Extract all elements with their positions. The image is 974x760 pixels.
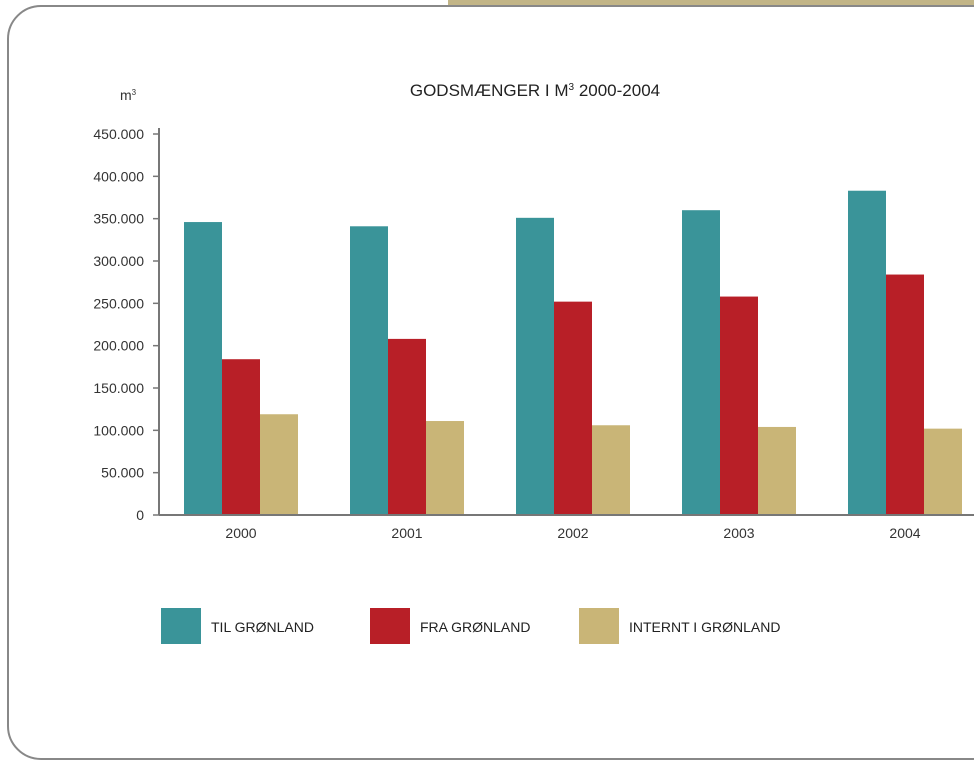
bar-2004-series-1 [848, 190, 886, 515]
x-tick-label: 2000 [225, 525, 256, 541]
bar-2001-series-3 [426, 421, 464, 515]
bar-2003-series-2 [720, 296, 758, 515]
plot-area: 0 50.000 100.000 150.000 200.000 250.000 300.0… [93, 126, 974, 541]
bar-2001-series-1 [350, 226, 388, 515]
y-tick-label: 400.000 [93, 168, 144, 184]
y-tick-label: 350.000 [93, 211, 144, 227]
legend-label: TIL GRØNLAND [211, 619, 314, 635]
legend-label: INTERNT I GRØNLAND [629, 619, 780, 635]
bar-2002-series-3 [592, 425, 630, 515]
bar-2000-series-2 [222, 359, 260, 515]
legend-swatch [370, 608, 410, 644]
bar-2003-series-1 [682, 210, 720, 515]
bar-2004-series-2 [886, 274, 924, 515]
y-tick-label: 200.000 [93, 338, 144, 354]
bar-2000-series-3 [260, 414, 298, 515]
chart-title: GODSMÆNGER I M3 2000-2004 [410, 81, 660, 100]
x-tick-label: 2001 [391, 525, 422, 541]
x-tick-label: 2003 [723, 525, 754, 541]
y-tick-label: 0 [136, 507, 144, 523]
y-tick-label: 250.000 [93, 295, 144, 311]
bar-2000-series-1 [184, 222, 222, 515]
y-tick-label: 300.000 [93, 253, 144, 269]
legend-swatch [161, 608, 201, 644]
y-tick-label: 450.000 [93, 126, 144, 142]
bar-2003-series-3 [758, 426, 796, 515]
x-tick-label: 2002 [557, 525, 588, 541]
bar-2001-series-2 [388, 338, 426, 515]
y-axis-label: m3 [120, 87, 137, 103]
y-tick-label: 100.000 [93, 422, 144, 438]
y-tick-label: 150.000 [93, 380, 144, 396]
bar-2004-series-3 [924, 428, 962, 515]
bar-2002-series-2 [554, 301, 592, 515]
y-tick-label: 50.000 [101, 465, 144, 481]
header-accent-bar [448, 0, 974, 9]
legend-label: FRA GRØNLAND [420, 619, 530, 635]
legend: TIL GRØNLAND FRA GRØNLAND INTERNT I GRØNLA… [161, 608, 780, 644]
x-tick-label: 2004 [889, 525, 920, 541]
legend-swatch [579, 608, 619, 644]
bar-2002-series-1 [516, 217, 554, 515]
